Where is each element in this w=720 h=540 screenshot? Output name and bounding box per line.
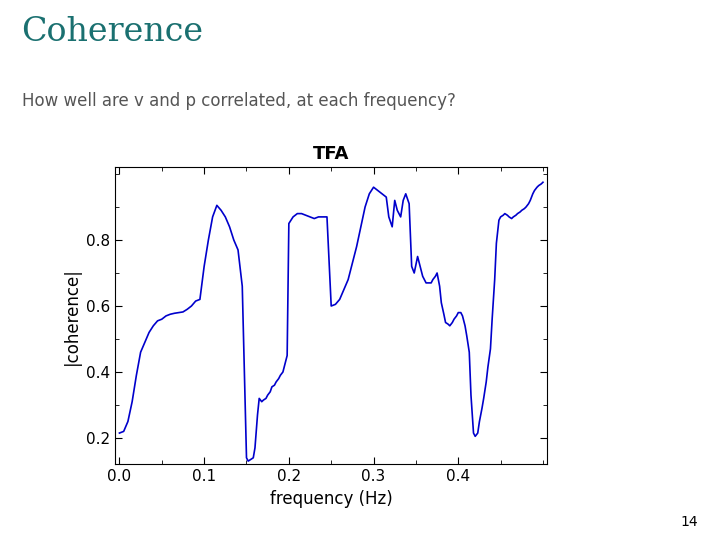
Y-axis label: |coherence|: |coherence|	[63, 267, 81, 365]
Text: How well are v and p correlated, at each frequency?: How well are v and p correlated, at each…	[22, 92, 456, 110]
Text: Coherence: Coherence	[22, 16, 204, 48]
X-axis label: frequency (Hz): frequency (Hz)	[270, 490, 392, 508]
Title: TFA: TFA	[313, 145, 349, 163]
Text: 14: 14	[681, 515, 698, 529]
